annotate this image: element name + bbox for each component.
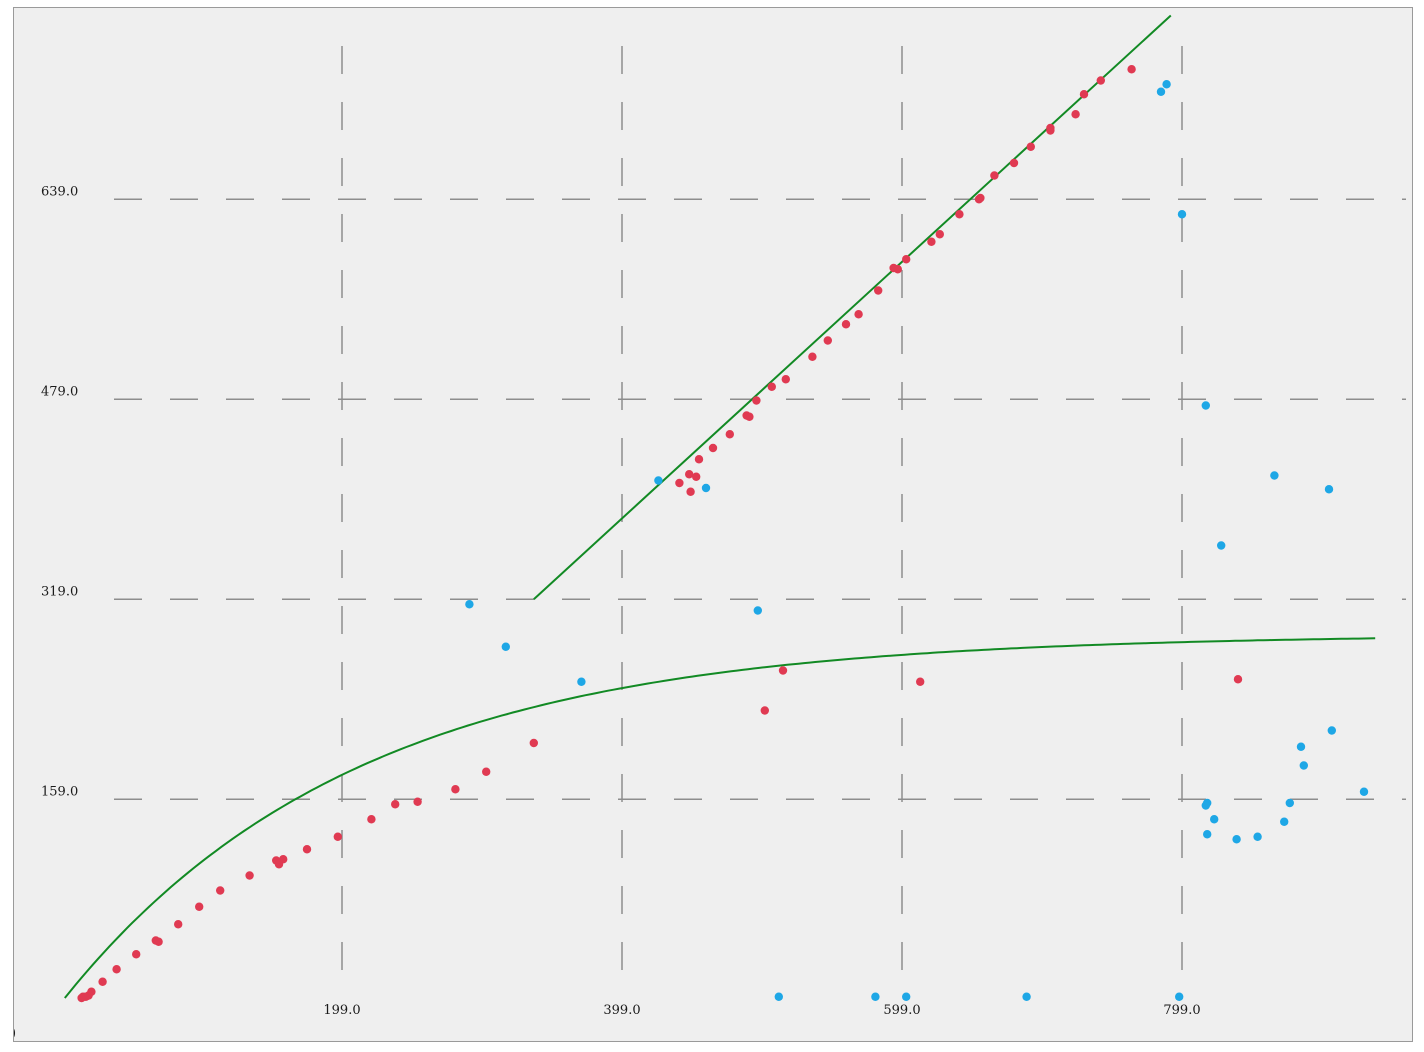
- point-s1-5: [1270, 471, 1279, 480]
- point-s0-50: [990, 171, 999, 180]
- scatter-chart: 199.0 399.0 599.0 799.0 159.0 319.0 479.0 639.0…: [14, 14, 1406, 1041]
- point-s0-38: [823, 336, 832, 345]
- fit-line-0: [533, 14, 1172, 600]
- point-s0-4: [87, 987, 96, 996]
- x-tick-label: 799.0: [1163, 1003, 1200, 1018]
- y-tick-label: 159.0: [41, 784, 78, 799]
- point-s0-57: [1096, 76, 1106, 85]
- x-tick-label: 599.0: [883, 1003, 920, 1018]
- point-s0-5: [98, 977, 107, 986]
- point-s0-55: [1071, 110, 1080, 119]
- point-s1-11: [501, 642, 510, 651]
- point-s1-13: [774, 992, 783, 1001]
- x-tick-label: 199.0: [323, 1003, 360, 1018]
- point-s0-16: [274, 860, 284, 869]
- point-s0-19: [367, 815, 376, 824]
- y-tick-label: 319.0: [41, 584, 78, 599]
- point-s0-58: [1127, 65, 1136, 74]
- point-s0-31: [725, 430, 734, 439]
- point-s0-60: [760, 706, 769, 715]
- point-s1-26: [1210, 815, 1219, 824]
- point-s0-11: [195, 902, 204, 911]
- point-s1-18: [1327, 726, 1337, 735]
- point-s0-33: [745, 412, 754, 421]
- point-s0-30: [708, 443, 718, 453]
- point-s1-7: [654, 476, 663, 485]
- point-s0-26: [685, 470, 694, 479]
- point-s0-62: [1233, 675, 1243, 684]
- point-s1-24: [1232, 835, 1241, 844]
- point-s0-40: [854, 310, 863, 319]
- point-s1-25: [1203, 830, 1212, 839]
- chart-frame: 199.0 399.0 599.0 799.0 159.0 319.0 479.0 639.0…: [13, 7, 1413, 1042]
- point-s1-3: [1201, 401, 1211, 410]
- y-tick-label: 639.0: [41, 184, 78, 199]
- point-s0-18: [333, 832, 342, 841]
- x-tick-label: 399.0: [603, 1003, 640, 1018]
- point-s0-45: [927, 237, 936, 246]
- data-points: [77, 65, 1369, 1003]
- point-s1-1: [1162, 80, 1171, 89]
- point-s0-61: [916, 677, 925, 686]
- point-s0-21: [413, 797, 422, 806]
- point-s1-23: [1253, 832, 1262, 841]
- point-s0-56: [1079, 90, 1089, 99]
- point-s1-16: [1022, 992, 1031, 1001]
- point-s0-59: [778, 666, 788, 675]
- point-s0-17: [302, 845, 312, 854]
- point-s0-10: [174, 920, 183, 929]
- point-s0-43: [893, 265, 902, 274]
- point-s0-39: [841, 320, 851, 329]
- corner-label: ): [14, 1026, 16, 1041]
- grid-lines: [114, 46, 1406, 998]
- point-s1-2: [1177, 210, 1187, 219]
- point-s1-14: [902, 992, 911, 1001]
- point-s0-13: [245, 871, 254, 880]
- point-s1-22: [1280, 817, 1289, 826]
- point-s0-29: [694, 455, 704, 464]
- point-s0-52: [1026, 142, 1035, 151]
- point-s1-17: [1175, 992, 1184, 1001]
- tick-labels: 199.0 399.0 599.0 799.0 159.0 319.0 479.0 639.0: [41, 184, 1201, 1018]
- point-s0-36: [781, 375, 790, 384]
- point-s0-47: [955, 210, 964, 219]
- point-s0-51: [1009, 158, 1019, 168]
- point-s0-41: [874, 286, 883, 295]
- point-s0-27: [686, 487, 695, 496]
- point-s1-20: [1296, 742, 1306, 751]
- point-s0-35: [767, 382, 776, 391]
- point-s0-28: [692, 472, 701, 481]
- point-s1-12: [577, 677, 586, 686]
- y-tick-label: 479.0: [41, 384, 78, 399]
- point-s0-23: [482, 767, 491, 776]
- point-s0-44: [902, 255, 911, 264]
- point-s1-0: [1156, 87, 1166, 96]
- point-s0-34: [752, 396, 761, 405]
- point-s0-7: [132, 950, 141, 959]
- point-s0-22: [451, 785, 460, 794]
- point-s0-12: [216, 886, 225, 895]
- point-s0-9: [154, 937, 163, 946]
- point-s0-49: [976, 193, 985, 203]
- point-s1-19: [1299, 761, 1309, 770]
- point-s1-4: [1217, 541, 1226, 550]
- point-s1-9: [753, 606, 762, 615]
- point-s1-15: [871, 992, 880, 1001]
- point-s0-20: [391, 800, 400, 809]
- point-s0-24: [529, 738, 538, 748]
- fit-line-1: [64, 637, 1376, 999]
- point-s0-6: [112, 965, 121, 974]
- point-s1-8: [701, 483, 711, 493]
- point-s0-37: [808, 352, 817, 361]
- point-s1-28: [1201, 801, 1211, 810]
- point-s1-10: [465, 600, 474, 609]
- point-s0-54: [1046, 123, 1055, 133]
- point-s1-6: [1324, 485, 1334, 494]
- point-s0-46: [935, 230, 944, 239]
- point-s1-21: [1285, 798, 1295, 808]
- point-s1-29: [1359, 787, 1369, 796]
- fit-lines: [64, 14, 1376, 999]
- point-s0-25: [675, 478, 684, 488]
